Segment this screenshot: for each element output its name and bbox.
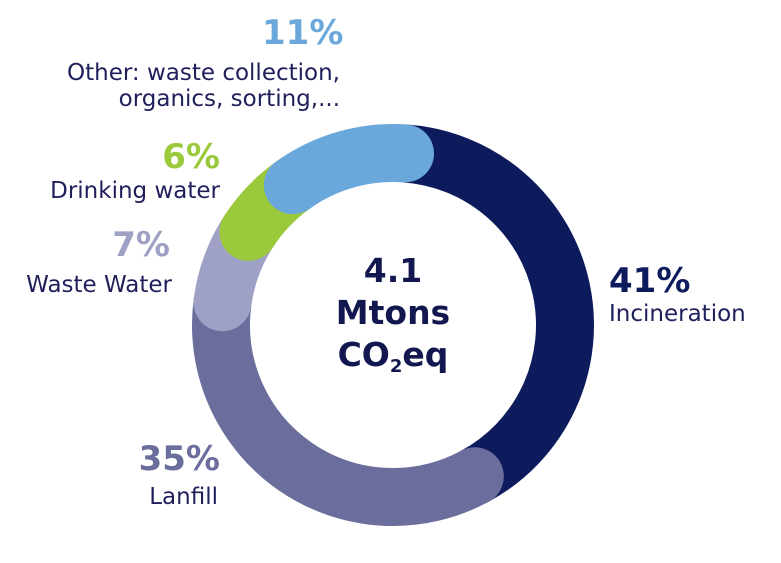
- label-lanfill-pct: 35%: [138, 439, 220, 479]
- label-drinking-water-name: Drinking water: [20, 178, 220, 204]
- center-value: 4.1: [363, 251, 423, 290]
- label-waste-water-name-text: Waste Water: [26, 272, 172, 298]
- label-lanfill-name-text: Lanfill: [149, 484, 218, 510]
- slice-lanfill: [192, 273, 504, 526]
- center-unit: Mtons: [335, 293, 451, 333]
- label-other-pct: 11%: [262, 13, 344, 53]
- label-lanfill: 35%: [120, 439, 220, 479]
- label-other-name-line1: Other: waste collection,: [67, 60, 340, 86]
- label-incineration: 41% Incineration: [609, 261, 746, 328]
- label-drinking-water: 6%: [140, 137, 220, 177]
- label-waste-water: 7%: [90, 225, 170, 265]
- center-gas-end: eq: [402, 335, 449, 375]
- donut-slices: [192, 124, 594, 526]
- label-other-name-line2: organics, sorting,...: [118, 86, 340, 113]
- slice-incineration: [375, 124, 594, 506]
- label-waste-water-name: Waste Water: [0, 272, 172, 298]
- label-other: 11%: [262, 13, 344, 53]
- label-waste-water-pct: 7%: [112, 225, 170, 265]
- center-label: 4.1 Mtons CO2eq: [318, 250, 468, 379]
- slice-other: [263, 124, 434, 215]
- label-lanfill-name: Lanfill: [120, 484, 218, 510]
- label-other-name: Other: waste collection, organics, sorti…: [40, 60, 340, 113]
- label-incineration-pct: 41%: [609, 261, 691, 301]
- center-gas-subscript: 2: [389, 356, 403, 378]
- label-incineration-name: Incineration: [609, 301, 746, 328]
- label-drinking-water-pct: 6%: [162, 137, 220, 177]
- center-gas: CO2eq: [318, 334, 468, 378]
- center-gas-main: CO: [337, 335, 390, 375]
- label-drinking-water-name-text: Drinking water: [50, 178, 220, 204]
